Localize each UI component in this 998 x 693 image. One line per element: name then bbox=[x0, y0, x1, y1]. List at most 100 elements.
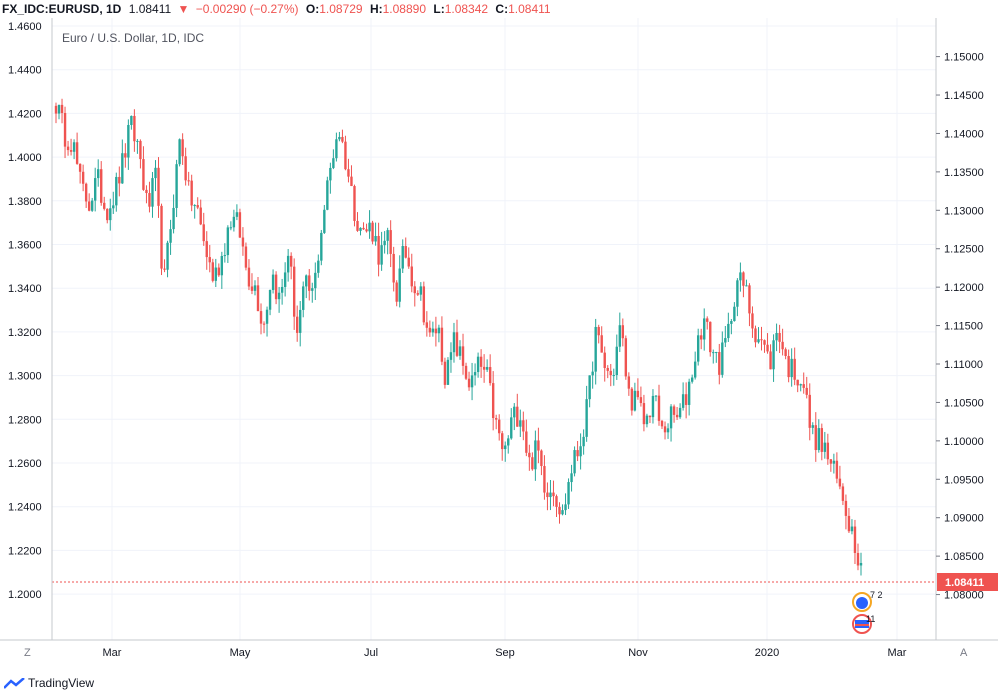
candle-body bbox=[609, 370, 612, 376]
candle-body bbox=[78, 163, 82, 172]
candle-body bbox=[72, 142, 76, 152]
right-tick-label: 1.14000 bbox=[944, 128, 984, 140]
dividends-marker-icon[interactable]: 7 2 bbox=[852, 590, 883, 612]
candle-body bbox=[675, 414, 679, 418]
candle-body bbox=[63, 113, 67, 147]
candle-body bbox=[606, 367, 609, 371]
candle-body bbox=[561, 510, 564, 515]
candle-body bbox=[295, 316, 299, 333]
candle-body bbox=[847, 515, 851, 532]
candle-body bbox=[226, 227, 230, 256]
auto-scale-button-label: A bbox=[960, 647, 968, 659]
right-tick-label: 1.14500 bbox=[944, 90, 984, 102]
candle-body bbox=[727, 323, 730, 339]
candle-body bbox=[639, 397, 643, 404]
candle-body bbox=[482, 366, 486, 370]
candle-body bbox=[624, 338, 628, 377]
left-price-axis[interactable]: 1.4600 1.4400 1.4200 1.4000 1.3800 1.3600 1.34… bbox=[8, 21, 42, 601]
candle-body bbox=[745, 285, 748, 287]
candle-body bbox=[344, 141, 347, 170]
candle-body bbox=[181, 139, 184, 157]
candle-body bbox=[703, 318, 706, 340]
symbol-header: FX_IDC:EURUSD, 1D 1.08411 ▼ −0.00290 (−0… bbox=[0, 0, 998, 18]
left-tick-label: 1.3000 bbox=[8, 371, 42, 383]
candle-body bbox=[567, 482, 570, 505]
candle-body bbox=[235, 212, 239, 217]
candle-body bbox=[829, 459, 833, 464]
earnings-marker-icon[interactable]: 11 bbox=[852, 614, 875, 634]
candle-body bbox=[268, 289, 272, 310]
candle-body bbox=[274, 274, 278, 300]
right-tick-label: 1.09000 bbox=[944, 513, 984, 525]
candle-body bbox=[109, 208, 112, 221]
candle-body bbox=[452, 332, 456, 353]
candle-body bbox=[645, 415, 649, 425]
candle-body bbox=[808, 394, 811, 428]
candle-body bbox=[576, 450, 579, 457]
price-chart[interactable]: Euro / U.S. Dollar, 1D, IDC 1.4600 1.4400… bbox=[0, 0, 998, 674]
candle-body bbox=[422, 286, 426, 323]
candle-body bbox=[419, 286, 423, 295]
candle-body bbox=[461, 346, 465, 366]
candle-body bbox=[280, 286, 284, 293]
candle-body bbox=[579, 446, 582, 457]
right-tick-label: 1.08500 bbox=[944, 551, 984, 563]
candle-body bbox=[724, 338, 727, 343]
candle-body bbox=[491, 383, 495, 419]
tradingview-logo-icon[interactable] bbox=[4, 678, 26, 690]
candle-body bbox=[305, 275, 308, 287]
candle-body bbox=[66, 146, 70, 151]
candle-body bbox=[651, 395, 655, 418]
auto-scale-button[interactable]: A bbox=[955, 644, 977, 660]
candle-body bbox=[178, 139, 181, 165]
candle-body bbox=[244, 246, 248, 268]
candle-body bbox=[139, 140, 142, 160]
down-arrow-icon: ▼ bbox=[177, 2, 190, 16]
candle-body bbox=[262, 323, 266, 325]
chart-background bbox=[0, 18, 998, 674]
candle-body bbox=[136, 140, 139, 142]
candle-body bbox=[271, 274, 275, 290]
candle-body bbox=[751, 313, 754, 329]
candle-body bbox=[754, 328, 757, 343]
candle-body bbox=[223, 255, 227, 257]
candle-body bbox=[838, 478, 842, 487]
left-scale-button[interactable]: Z bbox=[18, 644, 40, 660]
candle-body bbox=[841, 486, 845, 501]
candle-body bbox=[519, 420, 522, 427]
right-price-axis[interactable]: 1.15000 1.14500 1.14000 1.13500 1.13000 1.125… bbox=[936, 52, 984, 602]
candle-body bbox=[636, 390, 640, 398]
candle-body bbox=[190, 180, 193, 206]
candle-body bbox=[769, 351, 772, 370]
candle-body bbox=[317, 260, 320, 273]
right-tick-label: 1.13500 bbox=[944, 167, 984, 179]
candlestick-series[interactable] bbox=[54, 98, 863, 576]
candle-body bbox=[247, 267, 251, 287]
brand-name[interactable]: TradingView bbox=[28, 676, 95, 690]
symbol-name[interactable]: FX_IDC:EURUSD, 1D bbox=[2, 2, 122, 16]
right-tick-label: 1.15000 bbox=[944, 52, 984, 64]
candle-body bbox=[585, 399, 588, 437]
right-tick-label: 1.13000 bbox=[944, 205, 984, 217]
candle-body bbox=[166, 242, 169, 270]
open-value: 1.08729 bbox=[319, 2, 363, 16]
last-price-badge-text: 1.08411 bbox=[945, 577, 984, 589]
candle-body bbox=[835, 460, 839, 479]
candle-body bbox=[627, 376, 631, 389]
candle-body bbox=[555, 496, 558, 507]
candle-body bbox=[618, 325, 622, 347]
candle-body bbox=[229, 227, 233, 229]
candle-body bbox=[69, 150, 73, 152]
candle-body bbox=[709, 321, 712, 353]
candle-body bbox=[326, 180, 329, 210]
time-axis[interactable]: Mar May Jul Sep Nov 2020 Mar bbox=[103, 647, 907, 659]
last-price: 1.08411 bbox=[128, 2, 172, 16]
candle-body bbox=[696, 335, 700, 362]
candle-body bbox=[748, 285, 751, 314]
candle-body bbox=[443, 361, 447, 385]
candle-body bbox=[449, 352, 453, 360]
candle-body bbox=[811, 425, 814, 428]
candle-body bbox=[654, 395, 658, 397]
candle-body bbox=[208, 257, 211, 263]
right-tick-label: 1.09500 bbox=[944, 474, 984, 486]
